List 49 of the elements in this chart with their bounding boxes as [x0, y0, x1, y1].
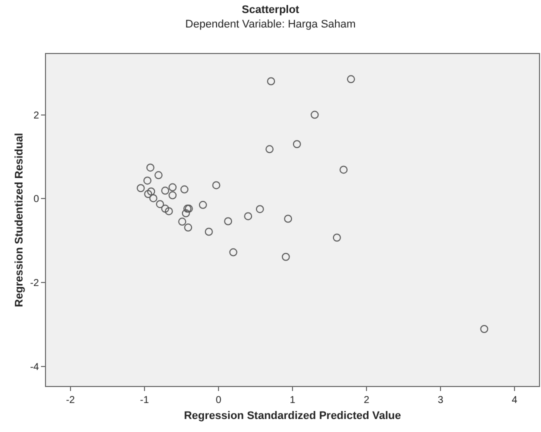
x-tick-label: 0	[216, 395, 222, 406]
y-tick-label: -4	[30, 362, 40, 373]
point	[480, 324, 488, 333]
y-tick-label: 0	[33, 194, 40, 206]
point	[284, 214, 292, 223]
point	[178, 218, 186, 226]
point	[168, 183, 177, 192]
point	[346, 75, 355, 84]
point	[340, 166, 348, 174]
point	[146, 164, 154, 172]
point	[182, 209, 190, 218]
x-axis-title: Regression Standardized Predicted Value	[184, 410, 402, 422]
x-tick-label: 3	[438, 395, 444, 406]
point	[282, 252, 290, 261]
point	[147, 187, 156, 196]
point	[212, 181, 220, 190]
point	[149, 194, 158, 202]
point	[256, 205, 264, 214]
point	[310, 110, 319, 119]
point	[266, 145, 274, 154]
point	[244, 212, 252, 220]
point	[161, 204, 170, 213]
chart-title: Scatterplot	[242, 4, 300, 16]
point	[156, 200, 164, 208]
point	[224, 217, 232, 226]
point	[154, 171, 163, 180]
point	[164, 207, 173, 216]
point	[184, 224, 192, 232]
x-tick-label: 2	[364, 395, 370, 406]
y-tick-label: 2	[33, 110, 40, 122]
point	[143, 176, 152, 185]
point	[267, 77, 276, 86]
point	[136, 184, 145, 192]
x-tick-label: -2	[66, 395, 76, 406]
point	[168, 191, 177, 200]
x-tick-label: 4	[512, 395, 518, 406]
chart-subtitle: Dependent Variable: Harga Saham	[185, 18, 356, 30]
x-tick-label: 1	[290, 395, 296, 406]
point	[292, 140, 301, 148]
point	[332, 234, 341, 242]
point	[161, 186, 170, 195]
x-tick-label: -1	[140, 395, 150, 406]
y-tick-label: -2	[30, 278, 40, 289]
point	[204, 228, 213, 236]
point	[229, 248, 238, 256]
point	[198, 200, 207, 209]
point	[144, 190, 152, 198]
y-axis-title: Regression Studentized Residual	[14, 132, 26, 308]
point	[180, 185, 188, 194]
